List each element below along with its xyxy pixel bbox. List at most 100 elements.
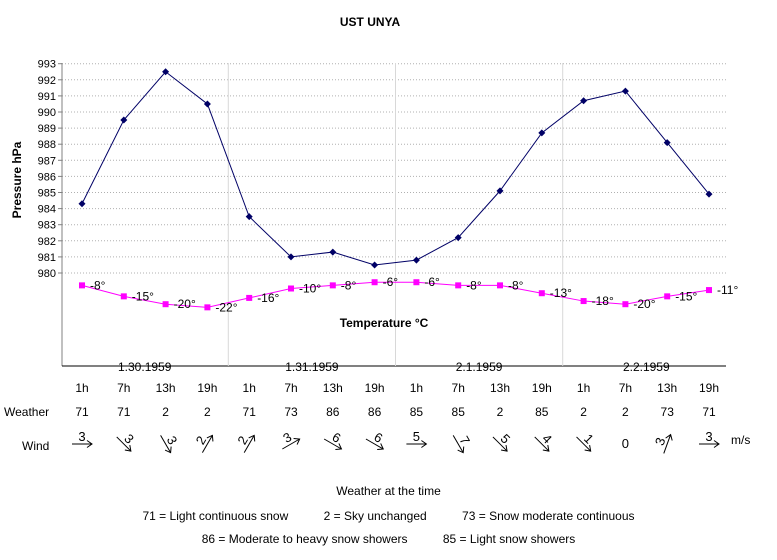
gridlines (62, 63, 726, 274)
wind-speed: 6 (330, 429, 344, 446)
hour-label: 19h (699, 381, 719, 395)
pressure-point (621, 87, 629, 95)
temperature-point (162, 301, 169, 308)
pressure-point (538, 129, 546, 137)
weather-code: 2 (497, 405, 504, 419)
pressure-point (580, 97, 588, 105)
wind-arrow-shaft (243, 435, 255, 453)
hour-label: 1h (243, 381, 256, 395)
wind-arrow-shaft (534, 436, 550, 452)
wind-row-label: Wind (22, 439, 49, 453)
temperature-point (371, 279, 378, 286)
wind-arrow: 7 (452, 433, 473, 454)
temperature-point (580, 298, 587, 305)
weather-code: 73 (661, 405, 675, 419)
date-labels: 1.30.1959 1.31.1959 2.1.1959 2.2.1959 (118, 360, 670, 374)
wind-speed: 3 (705, 429, 712, 444)
weather-code: 85 (410, 405, 424, 419)
y-axis-label: Pressure hPa (10, 141, 24, 218)
temperature-point (288, 285, 294, 292)
wind-speed: 3 (652, 435, 669, 447)
temperature-label: -10° (299, 282, 321, 296)
date-label: 2.2.1959 (623, 360, 670, 374)
hour-label: 7h (117, 381, 130, 395)
wind-speed: 3 (164, 433, 181, 447)
temperature-points (79, 279, 712, 311)
weather-code: 71 (117, 405, 131, 419)
legend-item: 71 = Light continuous snow (142, 509, 289, 523)
hour-label: 1h (577, 381, 590, 395)
wind-arrow-head (206, 434, 214, 442)
pressure-point (78, 200, 86, 208)
temperature-label: -15° (675, 289, 697, 303)
wind-arrow-shaft (576, 436, 592, 452)
hour-label: 13h (156, 381, 176, 395)
weather-code: 71 (243, 405, 257, 419)
wind-speed: 3 (78, 429, 85, 444)
wind-arrow-shaft (452, 435, 464, 453)
wind-arrow: 3 (116, 431, 137, 452)
y-tick-label: 991 (38, 91, 56, 103)
weather-code: 85 (452, 405, 466, 419)
pressure-point (245, 213, 253, 221)
pressure-point (371, 261, 379, 269)
pressure-point (496, 187, 504, 195)
temperature-point (120, 293, 127, 300)
temperature-label: -20° (633, 297, 655, 311)
hour-label: 19h (365, 381, 385, 395)
temperature-label: -22° (215, 300, 237, 314)
wind-arrow-head (542, 444, 550, 452)
temperature-point (329, 282, 336, 289)
day-separators (227, 63, 564, 366)
weather-codes: 71 71 2 2 71 73 86 86 85 85 2 85 2 2 73 71 (75, 405, 716, 419)
weather-code: 86 (326, 405, 340, 419)
wind-arrow-shaft (323, 438, 342, 450)
wind-arrow-head (500, 444, 508, 452)
wind-arrow-head (377, 443, 385, 451)
hour-label: 13h (490, 381, 510, 395)
weather-code: 86 (368, 405, 382, 419)
date-label: 1.31.1959 (285, 360, 339, 374)
temperature-point (538, 290, 545, 297)
wind-speed: 0 (622, 436, 629, 451)
temperature-label: -8° (466, 278, 482, 292)
temperature-point (79, 282, 85, 289)
temperature-axis-label: Temperature °C (340, 316, 429, 330)
hour-label: 19h (197, 381, 217, 395)
temperature-label: -15° (132, 289, 154, 303)
pressure-point (287, 253, 295, 261)
temperature-label: -11° (717, 283, 738, 297)
wind-arrow-shaft (663, 434, 672, 454)
weather-code: 71 (75, 405, 89, 419)
weather-chart: UST UNYA Pressure hPa 980 981 982 983 984 985… (4, 15, 750, 454)
wind-arrow: 3 (160, 433, 181, 454)
y-tick-label: 988 (38, 139, 56, 151)
pressure-point (454, 234, 462, 242)
pressure-line (81, 71, 710, 266)
wind-arrow-shaft (492, 436, 508, 452)
hour-label: 13h (323, 381, 343, 395)
temperature-label: -20° (174, 297, 196, 311)
y-tick-label: 984 (38, 204, 56, 216)
legend-item: 2 = Sky unchanged (323, 509, 427, 523)
wind-arrow-head (584, 444, 592, 452)
legend-row-2: 86 = Moderate to heavy snow showers 85 =… (0, 532, 777, 546)
wind-speed: 5 (413, 429, 420, 444)
y-tick-label: 987 (38, 155, 56, 167)
pressure-point (412, 256, 420, 264)
temperature-point (413, 279, 420, 286)
hour-label: 19h (532, 381, 552, 395)
weather-code: 73 (284, 405, 298, 419)
temperature-point (246, 294, 253, 301)
wind-arrow-head (665, 433, 673, 441)
weather-code: 2 (162, 405, 169, 419)
wind-arrow: 2 (193, 433, 214, 453)
weather-row-label: Weather (4, 405, 49, 419)
temperature-point (706, 287, 712, 294)
temperature-point (622, 301, 629, 308)
y-tick-label: 989 (38, 123, 56, 135)
temperature-point (204, 304, 211, 311)
y-tick-label: 993 (38, 59, 56, 71)
pressure-point (203, 100, 211, 108)
